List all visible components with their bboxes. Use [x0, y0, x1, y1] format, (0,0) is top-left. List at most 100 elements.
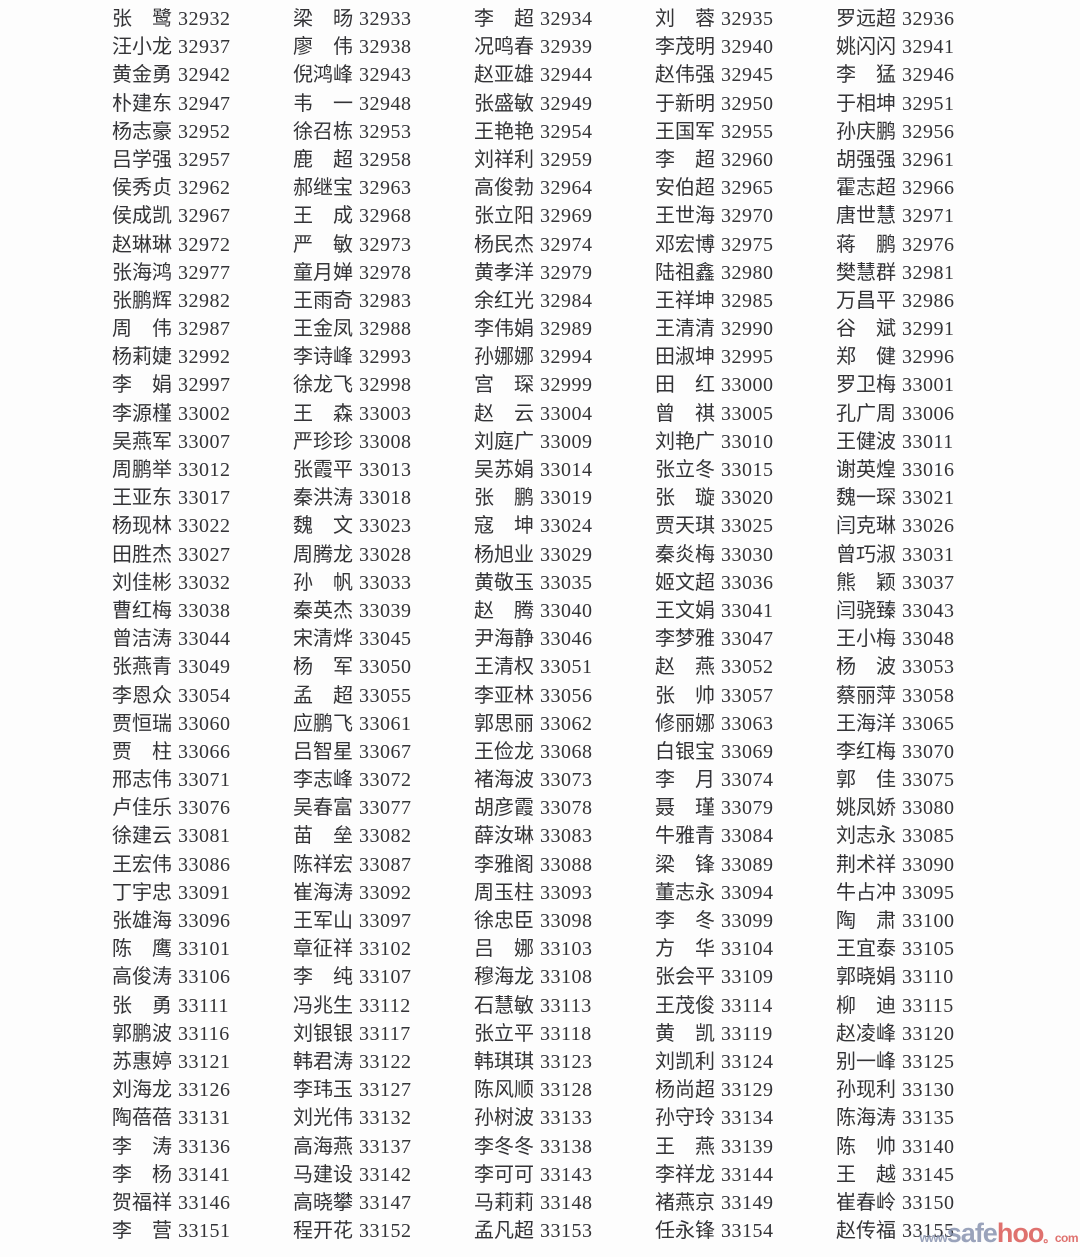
person-number: 33138 — [540, 1135, 593, 1158]
list-item: 田 红 33000 — [655, 371, 836, 399]
person-number: 32935 — [721, 8, 774, 30]
person-name: 孙庆鹏 — [836, 120, 896, 143]
person-name: 李伟娟 — [474, 318, 534, 341]
list-item: 高俊涛 33106 — [112, 963, 293, 991]
list-item: 李 超 32960 — [655, 146, 836, 174]
person-number: 33058 — [902, 684, 955, 707]
person-name: 陈风顺 — [474, 1079, 534, 1102]
person-name: 张海鸿 — [112, 261, 172, 284]
person-number: 33018 — [359, 487, 412, 510]
person-number: 32995 — [721, 346, 774, 369]
person-number: 33146 — [178, 1191, 231, 1214]
person-name: 陶 肃 — [836, 910, 896, 932]
person-name: 刘 蓉 — [655, 8, 715, 30]
person-name: 谢英煌 — [836, 459, 896, 481]
person-name: 王清权 — [474, 656, 534, 679]
person-number: 33068 — [540, 740, 593, 763]
list-item: 李 营 33151 — [112, 1217, 293, 1245]
list-item: 柳 迪 33115 — [836, 992, 1017, 1020]
list-item: 孙树波 33133 — [474, 1104, 655, 1132]
person-number: 32988 — [359, 318, 412, 341]
person-name: 于相坤 — [836, 92, 896, 115]
person-number: 33039 — [359, 599, 412, 622]
person-number: 33141 — [178, 1163, 231, 1186]
person-name: 赵 燕 — [655, 656, 715, 679]
person-name: 刘艳广 — [655, 430, 715, 453]
person-number: 32933 — [359, 8, 412, 30]
person-name: 谷 斌 — [836, 318, 896, 341]
person-name: 王宏伟 — [112, 853, 172, 876]
list-item: 郑 健 32996 — [836, 343, 1017, 371]
person-name: 韦 一 — [293, 92, 353, 115]
person-name: 王茂俊 — [655, 994, 715, 1017]
person-number: 32943 — [359, 64, 412, 87]
list-item: 董志永 33094 — [655, 879, 836, 907]
person-name: 张霞平 — [293, 459, 353, 481]
person-name: 孙树波 — [474, 1107, 534, 1130]
person-name: 褚燕京 — [655, 1191, 715, 1214]
person-number: 32976 — [902, 233, 955, 256]
person-name: 安伯超 — [655, 177, 715, 200]
person-number: 33071 — [178, 769, 231, 792]
person-name: 周腾龙 — [293, 543, 353, 566]
list-item: 姬文超 33036 — [655, 569, 836, 597]
person-number: 33093 — [540, 881, 593, 904]
list-item: 王茂俊 33114 — [655, 992, 836, 1020]
person-number: 33131 — [178, 1107, 231, 1130]
person-name: 王军山 — [293, 910, 353, 932]
list-item: 张 鹏 33019 — [474, 484, 655, 512]
person-number: 32974 — [540, 233, 593, 256]
person-name: 张 鹭 — [112, 8, 172, 30]
person-name: 李 杨 — [112, 1163, 172, 1186]
list-item: 赵 腾 33040 — [474, 597, 655, 625]
person-number: 32951 — [902, 92, 955, 115]
list-item: 郭晓娟 33110 — [836, 963, 1017, 991]
person-name: 胡彦霞 — [474, 797, 534, 820]
list-item: 李茂明 32940 — [655, 33, 836, 61]
person-name: 刘庭广 — [474, 430, 534, 453]
person-number: 32942 — [178, 64, 231, 87]
list-item: 黄金勇 32942 — [112, 61, 293, 89]
person-number: 33140 — [902, 1135, 955, 1158]
list-item: 褚海波 33073 — [474, 766, 655, 794]
person-number: 33149 — [721, 1191, 774, 1214]
person-name: 陈海涛 — [836, 1107, 896, 1130]
person-name: 高俊涛 — [112, 966, 172, 989]
person-number: 33096 — [178, 910, 231, 932]
list-item: 刘 蓉 32935 — [655, 5, 836, 33]
list-item: 王金凤 32988 — [293, 315, 474, 343]
person-name: 冯兆生 — [293, 994, 353, 1017]
list-item: 倪鸿峰 32943 — [293, 61, 474, 89]
person-name: 苏惠婷 — [112, 1050, 172, 1073]
list-item: 周腾龙 33028 — [293, 541, 474, 569]
list-item: 丁宇忠 33091 — [112, 879, 293, 907]
person-number: 33063 — [721, 712, 774, 735]
person-number: 33004 — [540, 402, 593, 425]
person-name: 徐忠臣 — [474, 910, 534, 932]
person-number: 33145 — [902, 1163, 955, 1186]
list-item: 张立平 33118 — [474, 1020, 655, 1048]
person-number: 33006 — [902, 402, 955, 425]
person-number: 33049 — [178, 656, 231, 679]
person-number: 33022 — [178, 515, 231, 538]
person-name: 孙 帆 — [293, 571, 353, 594]
person-number: 33072 — [359, 769, 412, 792]
person-number: 33013 — [359, 459, 412, 481]
person-number: 33069 — [721, 740, 774, 763]
person-number: 32965 — [721, 177, 774, 200]
person-name: 杨 军 — [293, 656, 353, 679]
person-name: 刘光伟 — [293, 1107, 353, 1130]
person-name: 朴建东 — [112, 92, 172, 115]
person-number: 33036 — [721, 571, 774, 594]
person-number: 33124 — [721, 1050, 774, 1073]
person-name: 张 鹏 — [474, 487, 534, 510]
list-item: 孔广周 33006 — [836, 400, 1017, 428]
person-name: 唐世慧 — [836, 205, 896, 228]
person-name: 高俊勃 — [474, 177, 534, 200]
person-name: 周鹏举 — [112, 459, 172, 481]
list-item: 陈 鹰 33101 — [112, 935, 293, 963]
person-number: 33120 — [902, 1022, 955, 1045]
list-item: 韩琪琪 33123 — [474, 1048, 655, 1076]
list-item: 王健波 33011 — [836, 428, 1017, 456]
